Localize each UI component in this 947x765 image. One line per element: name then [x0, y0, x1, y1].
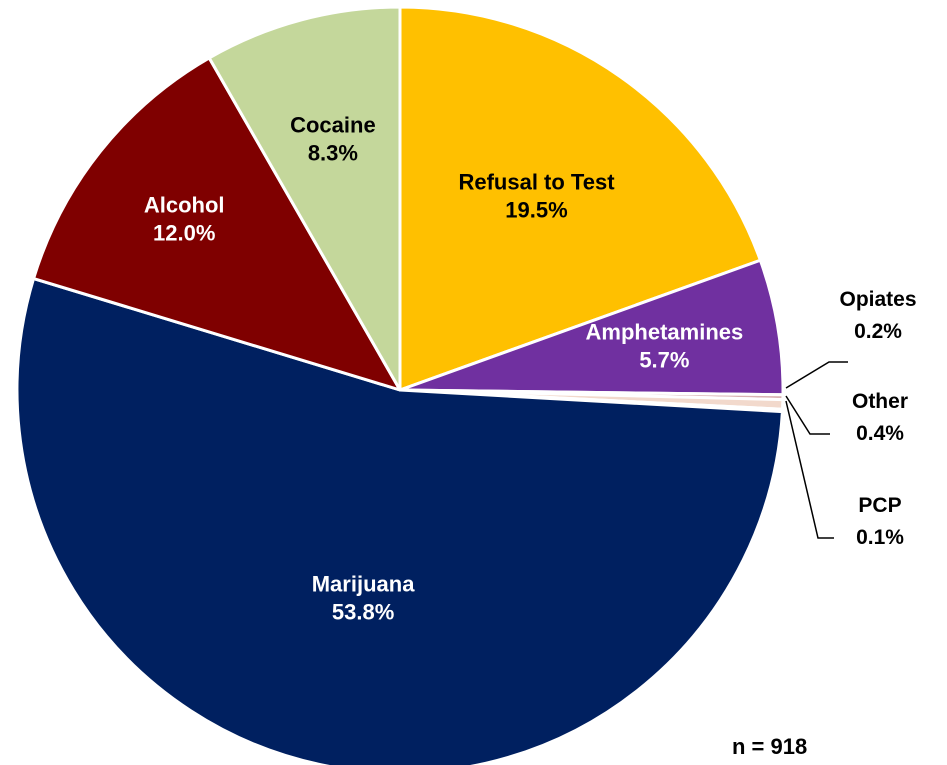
slice-label-refusal-to-test: Refusal to Test 19.5% [458, 170, 615, 223]
slice-label-alcohol: Alcohol 12.0% [144, 192, 225, 245]
leader-line-opiates [785, 361, 848, 389]
pie-slice-refusal-to-test [398, 5, 762, 392]
slice-label-amphetamines: Amphetamines 5.7% [586, 320, 744, 373]
leader-line-pcp [785, 400, 834, 539]
sample-size-label: n = 918 [732, 734, 807, 759]
pie-slice-cocaine [207, 5, 402, 392]
callout-label-opiates: Opiates 0.2% [839, 288, 916, 343]
leader-line-other [785, 395, 830, 435]
pie-slice-alcohol [32, 56, 402, 392]
slice-label-marijuana: Marijuana 53.8% [312, 571, 415, 624]
pie-slices [15, 5, 785, 765]
callout-label-pcp: PCP 0.1% [856, 494, 904, 549]
pie-slice-amphetamines [398, 258, 785, 397]
slice-labels: Refusal to Test 19.5% Amphetamines 5.7% Mari… [144, 112, 743, 624]
callout-labels: Opiates 0.2% Other 0.4% PCP 0.1% [785, 288, 917, 549]
callout-label-other: Other 0.4% [852, 390, 908, 445]
pie-slice-marijuana [15, 277, 784, 765]
slice-label-cocaine: Cocaine 8.3% [290, 112, 376, 165]
